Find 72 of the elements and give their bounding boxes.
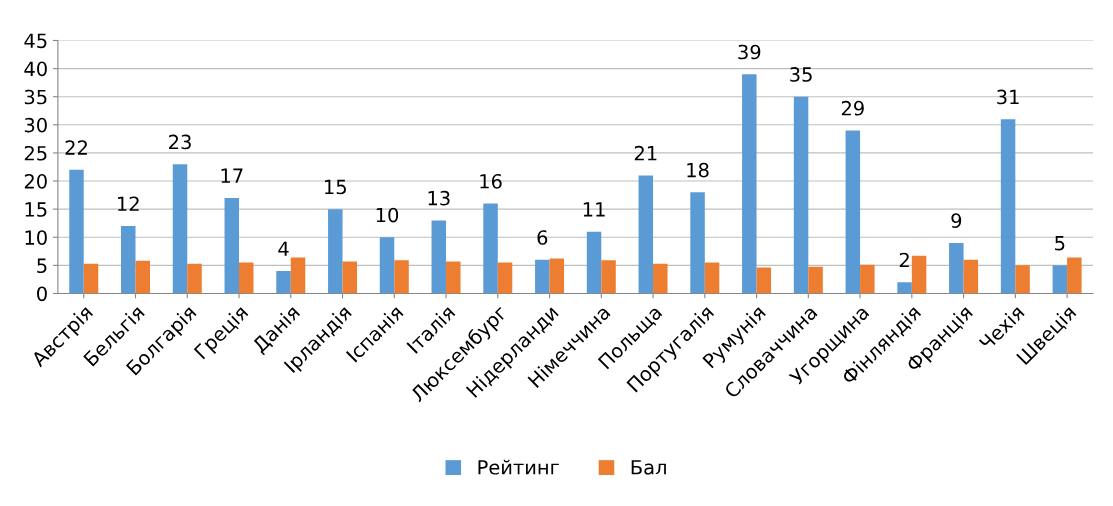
bar xyxy=(497,262,513,294)
data-label: 9 xyxy=(951,213,962,228)
data-label: 31 xyxy=(997,89,1019,105)
data-label: 12 xyxy=(118,196,139,211)
bar xyxy=(83,263,99,294)
bar xyxy=(135,260,150,294)
data-label: 10 xyxy=(376,207,399,223)
bar xyxy=(549,258,565,294)
bar xyxy=(845,130,861,294)
bar xyxy=(394,260,409,294)
legend-label: Бал xyxy=(631,460,666,475)
y-tick-label: 40 xyxy=(24,61,47,77)
data-label: 35 xyxy=(790,67,812,82)
bar xyxy=(535,259,550,294)
bar xyxy=(446,261,461,294)
data-label: 4 xyxy=(278,241,289,256)
bar xyxy=(69,169,84,294)
data-label: 6 xyxy=(537,230,548,245)
legend-label: Рейтинг xyxy=(478,459,559,475)
data-label: 23 xyxy=(169,134,191,150)
bar xyxy=(342,261,358,294)
data-label: 21 xyxy=(634,145,657,161)
bar xyxy=(911,255,927,294)
data-label: 13 xyxy=(428,190,450,206)
data-label: 18 xyxy=(687,162,709,178)
bar xyxy=(239,262,254,294)
data-label: 29 xyxy=(841,100,864,116)
bar xyxy=(756,267,772,294)
bar xyxy=(276,270,291,294)
data-label: 22 xyxy=(65,140,87,155)
data-label: 11 xyxy=(583,202,605,217)
bar xyxy=(808,266,823,294)
y-tick-label: 15 xyxy=(25,202,47,217)
bar xyxy=(1015,265,1030,294)
bar xyxy=(187,263,202,294)
bar xyxy=(949,242,964,294)
bar xyxy=(704,262,720,294)
y-tick-label: 30 xyxy=(24,117,47,133)
bar xyxy=(963,259,979,294)
bar xyxy=(860,264,875,294)
bar xyxy=(483,203,498,294)
bar xyxy=(1000,119,1016,294)
data-label: 17 xyxy=(221,168,243,183)
bar xyxy=(897,282,912,294)
bar xyxy=(793,96,809,294)
bar xyxy=(586,231,602,294)
bar xyxy=(1052,265,1068,294)
y-tick-label: 35 xyxy=(24,89,47,105)
y-tick-label: 20 xyxy=(24,173,47,189)
y-tick-label: 25 xyxy=(24,145,47,161)
y-tick-label: 5 xyxy=(37,258,47,274)
bar xyxy=(638,175,654,294)
data-label: 5 xyxy=(1055,236,1065,251)
y-tick-label: 10 xyxy=(25,230,47,245)
bar xyxy=(601,260,616,294)
bar xyxy=(328,209,343,294)
bar xyxy=(690,192,705,294)
bar xyxy=(121,226,136,294)
bar xyxy=(224,197,240,294)
data-label: 15 xyxy=(325,179,346,195)
bar xyxy=(172,164,188,294)
bar xyxy=(379,237,395,294)
bar xyxy=(653,263,668,294)
bar xyxy=(742,74,757,294)
y-tick-label: 0 xyxy=(37,286,47,302)
bar xyxy=(290,257,306,294)
bar xyxy=(431,220,447,294)
data-label: 39 xyxy=(738,44,761,60)
data-label: 16 xyxy=(480,173,502,189)
y-tick-label: 45 xyxy=(24,33,47,49)
data-label: 2 xyxy=(899,252,909,268)
bar xyxy=(1067,257,1082,294)
